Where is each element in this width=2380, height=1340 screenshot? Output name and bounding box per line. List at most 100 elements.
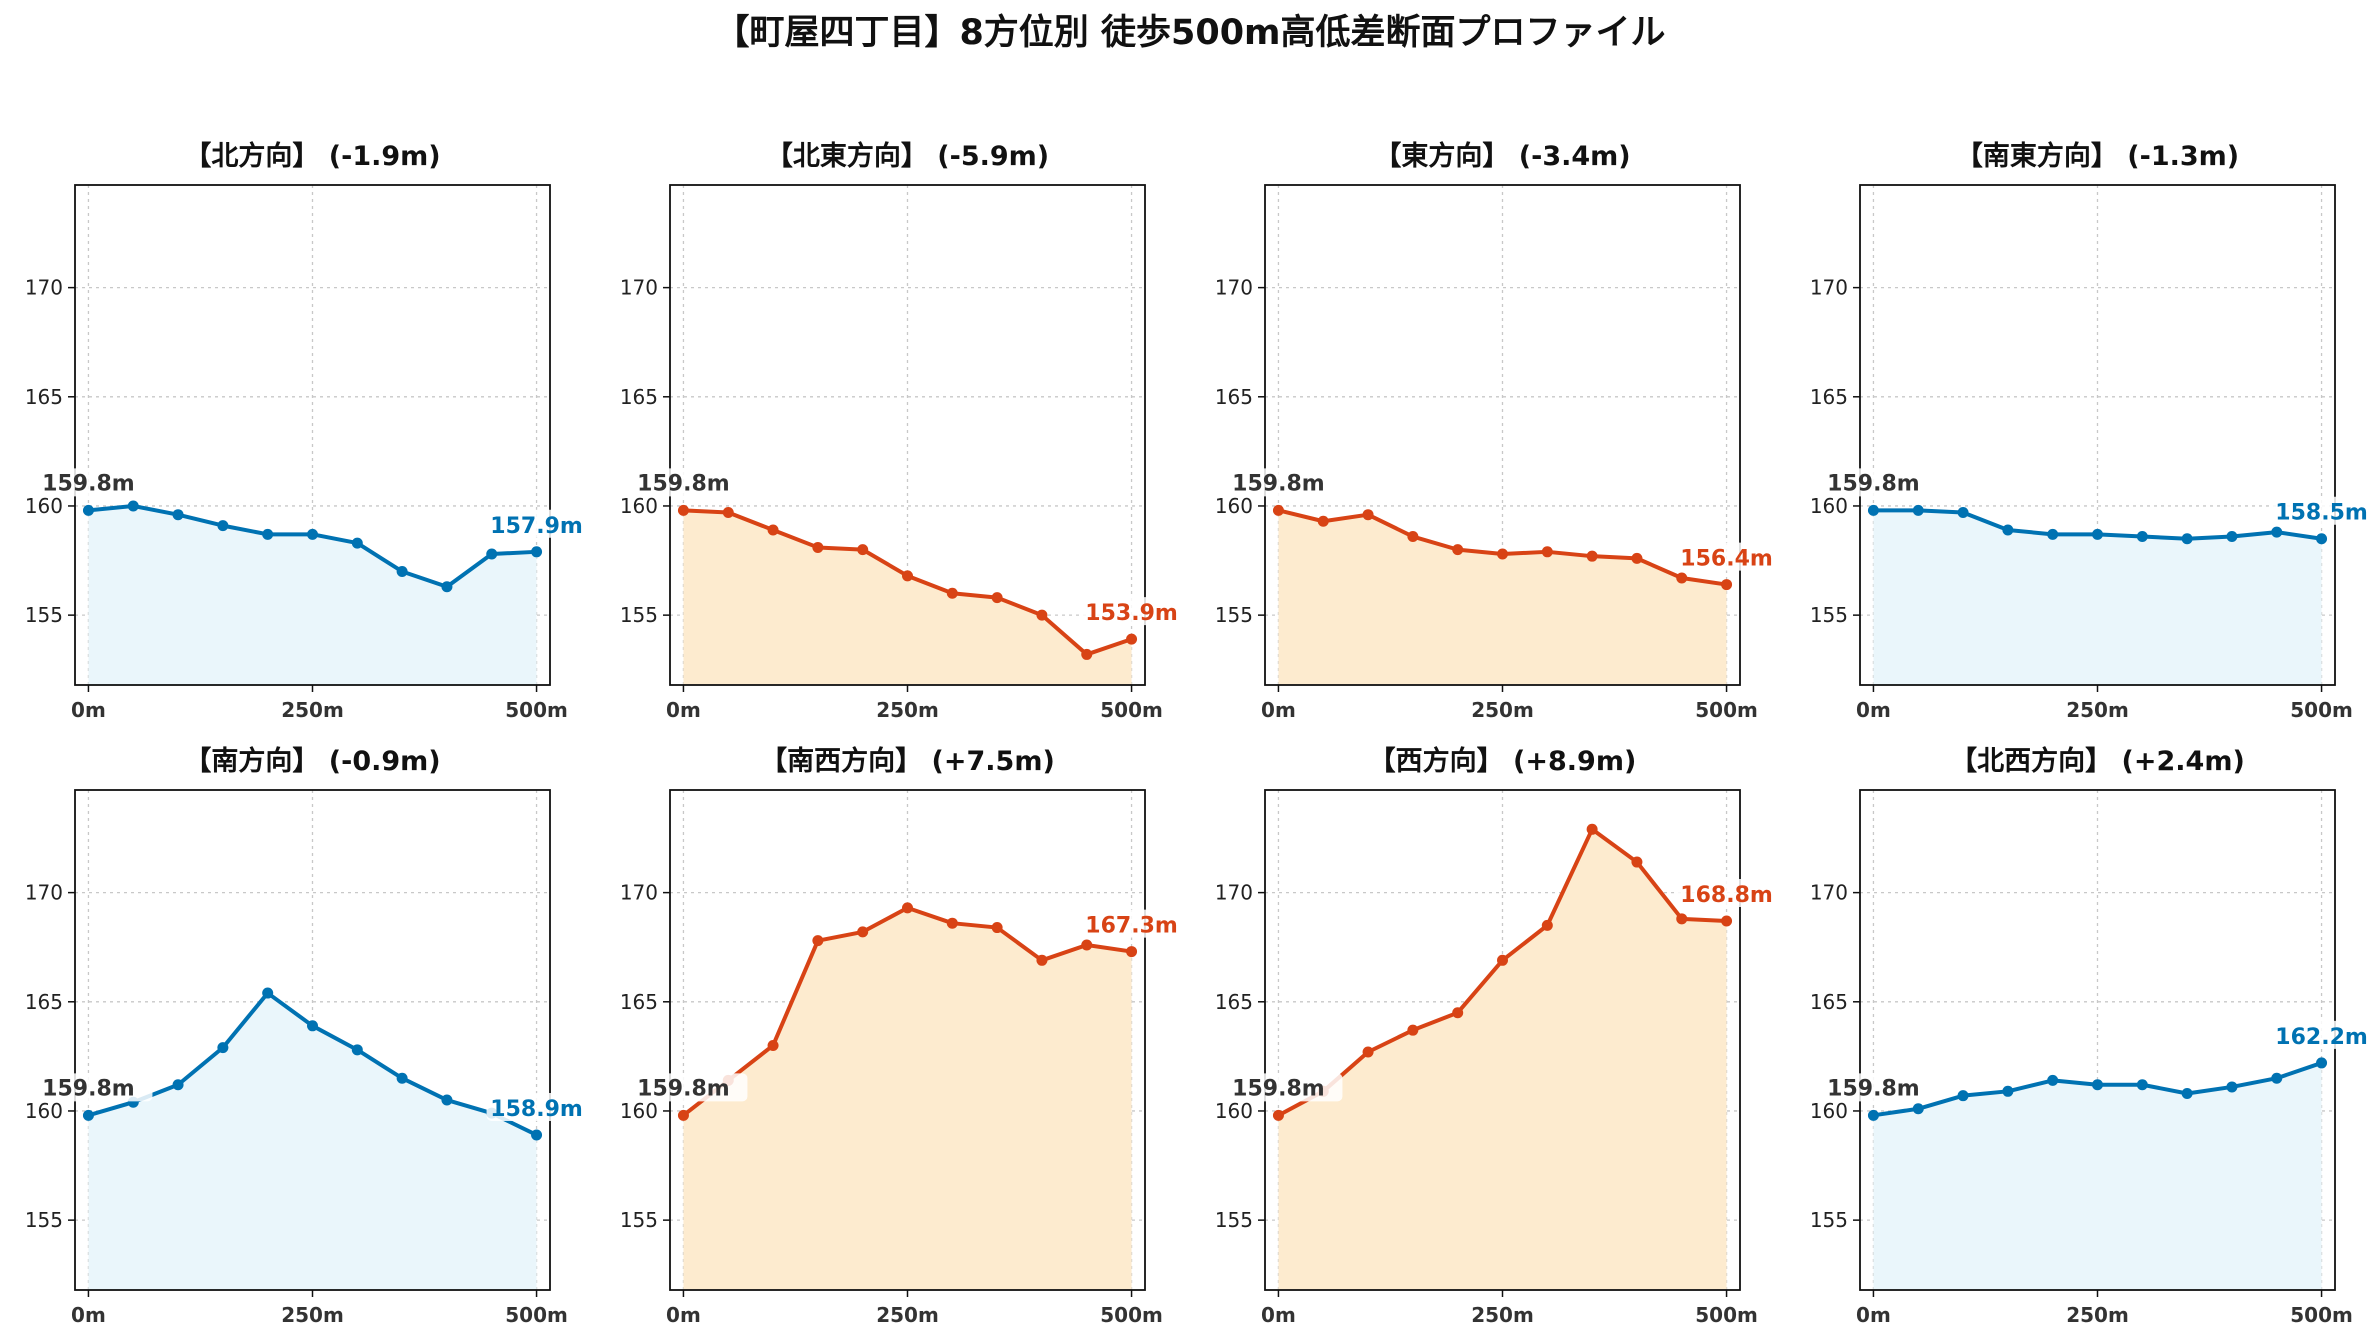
data-point [2271, 526, 2283, 538]
y-tick-label: 155 [25, 1208, 63, 1232]
start-label-bg [1841, 1073, 1938, 1102]
data-point [1867, 504, 1879, 516]
end-value-label: 162.2m [2275, 1025, 2368, 1050]
data-point [2136, 531, 2148, 543]
data-point [1541, 546, 1553, 558]
y-tick-label: 160 [620, 494, 658, 518]
data-point [1541, 919, 1553, 931]
x-tick-label: 0m [71, 698, 106, 722]
y-tick-label: 160 [620, 1099, 658, 1123]
data-point [2002, 524, 2014, 536]
data-point [902, 570, 913, 582]
data-point [441, 1094, 453, 1106]
subplot-title: 【南方向】 (-0.9m) [184, 745, 440, 777]
data-point [441, 581, 453, 593]
data-point [2136, 1079, 2148, 1091]
data-point [262, 528, 274, 540]
data-point [1867, 1109, 1879, 1121]
data-point [486, 548, 498, 560]
x-tick-label: 250m [2066, 1303, 2129, 1327]
y-tick-label: 170 [25, 881, 63, 905]
end-value-label: 157.9m [490, 514, 583, 539]
y-tick-label: 165 [1215, 385, 1253, 409]
data-point [1407, 531, 1419, 543]
y-tick-label: 165 [1810, 990, 1848, 1014]
end-label-bg [1081, 597, 1182, 626]
x-tick-label: 500m [2290, 1303, 2353, 1327]
area-fill [1873, 1062, 2322, 1290]
start-label-bg [1246, 1073, 1343, 1102]
end-label-bg [2271, 1020, 2372, 1049]
x-tick-label: 0m [666, 1303, 701, 1327]
subplot-2: 【北東方向】 (-5.9m) 155 160 165 170 0m 250m 500m 159.… [620, 140, 1182, 722]
y-tick-label: 165 [25, 990, 63, 1014]
x-tick-label: 250m [876, 698, 939, 722]
data-point [2181, 533, 2193, 545]
data-point [127, 500, 139, 512]
y-tick-label: 170 [620, 276, 658, 300]
data-point [2316, 1057, 2328, 1069]
data-point [2181, 1087, 2193, 1099]
data-point [1676, 572, 1688, 584]
data-point [1081, 939, 1093, 951]
subplot-6: 【南西方向】 (+7.5m) 155 160 165 170 0m 250m 500m 159.… [620, 745, 1182, 1327]
end-label-bg [1081, 909, 1182, 938]
start-value-label: 159.8m [42, 471, 135, 496]
data-point [1721, 915, 1733, 927]
end-value-label: 158.5m [2275, 501, 2368, 526]
subplot-title: 【東方向】 (-3.4m) [1374, 140, 1630, 172]
x-tick-label: 250m [1471, 698, 1534, 722]
y-tick-label: 160 [1810, 1099, 1848, 1123]
y-tick-label: 155 [1810, 1208, 1848, 1232]
subplot-4: 【南東方向】 (-1.3m) 155 160 165 170 0m 250m 500m 159.… [1810, 140, 2372, 722]
data-point [1497, 548, 1508, 560]
data-point [2226, 531, 2238, 543]
data-point [1631, 856, 1643, 868]
y-tick-label: 155 [1215, 1208, 1253, 1232]
data-point [902, 902, 913, 914]
y-tick-label: 165 [620, 385, 658, 409]
data-point [991, 592, 1003, 604]
end-value-label: 153.9m [1085, 601, 1178, 626]
subplot-title: 【北西方向】 (+2.4m) [1950, 745, 2245, 777]
x-tick-label: 500m [1100, 698, 1163, 722]
data-point [1586, 550, 1598, 562]
x-tick-label: 500m [505, 698, 568, 722]
data-point [2047, 528, 2059, 540]
data-point [217, 1042, 229, 1054]
start-value-label: 159.8m [1232, 1076, 1325, 1101]
data-point [396, 565, 408, 577]
end-label-bg [2271, 496, 2372, 525]
data-point [1631, 552, 1643, 564]
x-tick-label: 500m [1695, 1303, 1758, 1327]
area-fill [1278, 510, 1727, 685]
data-point [2271, 1072, 2283, 1084]
data-point [2226, 1081, 2238, 1093]
data-point [2002, 1085, 2014, 1097]
end-label-bg [486, 1092, 587, 1121]
data-point [857, 926, 869, 938]
data-point [946, 587, 958, 599]
start-value-label: 159.8m [637, 471, 730, 496]
data-point [1317, 515, 1329, 527]
subplot-title: 【北方向】 (-1.9m) [184, 140, 440, 172]
start-label-bg [1246, 468, 1343, 497]
area-fill [683, 907, 1132, 1290]
data-point [531, 1129, 543, 1141]
start-value-label: 159.8m [1232, 471, 1325, 496]
y-tick-label: 160 [25, 494, 63, 518]
data-point [172, 1079, 184, 1091]
data-point [1272, 1109, 1284, 1121]
y-tick-label: 155 [25, 603, 63, 627]
start-label-bg [56, 468, 153, 497]
x-tick-label: 250m [281, 698, 344, 722]
subplot-1: 【北方向】 (-1.9m) 155 160 165 170 0m 250m 500m 159.8… [25, 140, 587, 722]
data-point [677, 504, 689, 516]
data-point [1586, 823, 1598, 835]
y-tick-label: 160 [1215, 494, 1253, 518]
data-point [1452, 1007, 1464, 1019]
data-point [396, 1072, 408, 1084]
data-point [351, 1044, 363, 1056]
y-tick-label: 170 [25, 276, 63, 300]
